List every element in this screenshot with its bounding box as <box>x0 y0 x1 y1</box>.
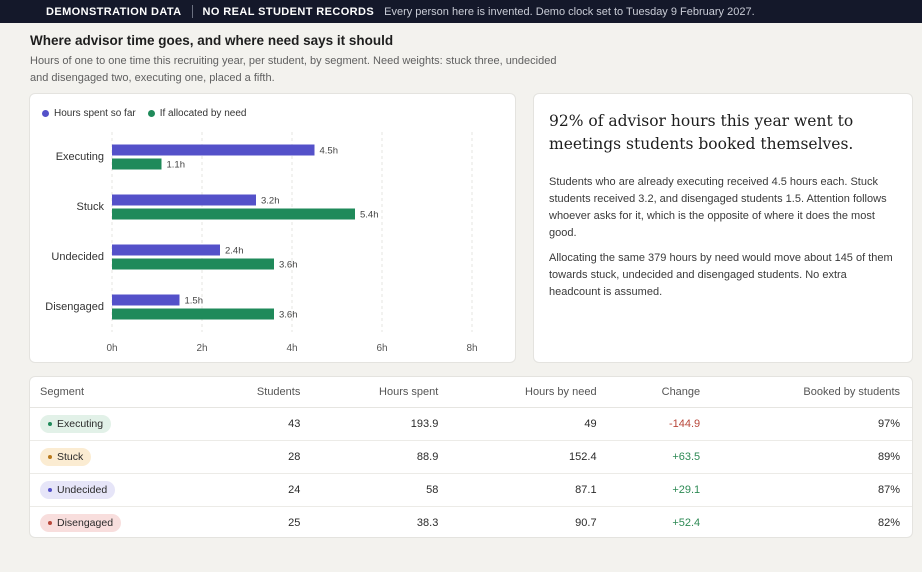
bar-need <box>112 258 274 270</box>
cell-hours-spent: 38.3 <box>416 516 439 529</box>
category-label: Executing <box>56 151 104 163</box>
insight-title: 92% of advisor hours this year went to m… <box>549 112 854 153</box>
banner-divider <box>191 5 193 18</box>
cell-segment: Disengaged <box>30 506 201 539</box>
cell-hours-by-need: 152.4 <box>450 440 609 474</box>
bar-spent <box>112 194 256 206</box>
category-label: Disengaged <box>45 301 104 313</box>
data-label: 3.6h <box>279 260 298 271</box>
data-label: 4.5h <box>320 146 339 157</box>
category-label: Stuck <box>76 201 104 213</box>
bar-spent <box>112 294 180 306</box>
cell-segment: Executing <box>30 407 201 441</box>
segment-pill: Stuck <box>40 447 92 466</box>
section-subtitle: Hours of one to one time this recruiting… <box>30 55 557 84</box>
x-tick-label: 2h <box>196 343 207 354</box>
data-label: 2.4h <box>225 246 244 257</box>
insight-card: 92% of advisor hours this year went to m… <box>533 93 913 363</box>
cell-students: 24 <box>200 473 313 507</box>
col-header-hours-spent: Hours spent <box>312 377 451 408</box>
bar-need <box>112 158 162 170</box>
insight-paragraph-2: Allocating the same 379 hours by need wo… <box>549 252 893 298</box>
table-header-row: Segment Students Hours spent Hours by ne… <box>30 377 912 408</box>
x-tick-label: 6h <box>376 343 387 354</box>
segment-table-card: Segment Students Hours spent Hours by ne… <box>29 376 913 538</box>
table-row: Undecided 24 58 87.1 +29.1 87% <box>30 473 912 507</box>
cell-hours-spent: 193.9 <box>312 407 451 441</box>
demo-banner: DEMONSTRATION DATA NO REAL STUDENT RECOR… <box>0 0 922 23</box>
segment-table: Segment Students Hours spent Hours by ne… <box>30 377 912 539</box>
segment-dot-icon <box>48 454 52 459</box>
legend-dot-need <box>147 110 155 117</box>
segment-pill: Disengaged <box>40 513 122 532</box>
cell-booked: 82% <box>877 516 900 529</box>
bar-need <box>112 308 274 320</box>
cell-booked: 97% <box>712 407 912 441</box>
cell-students: 25 <box>288 516 301 529</box>
col-header-hours-by-need: Hours by need <box>450 377 609 408</box>
x-tick-label: 0h <box>106 343 117 354</box>
segment-dot-icon <box>48 520 52 525</box>
cell-students: 43 <box>200 407 313 441</box>
data-label: 5.4h <box>360 210 379 221</box>
insight-paragraph-1: Students who are already executing recei… <box>549 176 887 239</box>
legend-label-spent: Hours spent so far <box>54 108 136 119</box>
col-header-booked: Booked by students <box>712 377 912 408</box>
cell-segment: Undecided <box>30 473 201 507</box>
data-label: 3.6h <box>279 310 298 321</box>
cell-change: -144.9 <box>608 407 713 441</box>
cell-hours-spent: 58 <box>312 473 451 507</box>
table-row: Executing 43 193.9 49 -144.9 97% <box>30 407 912 441</box>
segment-pill: Executing <box>40 414 112 433</box>
segment-label: Stuck <box>57 450 84 463</box>
bar-need <box>112 208 355 220</box>
cell-change: +29.1 <box>608 473 713 507</box>
cell-segment: Stuck <box>30 440 201 474</box>
section-title: Where advisor time goes, and where need … <box>30 33 394 48</box>
segment-label: Undecided <box>57 483 108 496</box>
cell-booked: 89% <box>712 440 912 474</box>
col-header-segment: Segment <box>30 377 201 408</box>
segment-pill: Undecided <box>40 480 116 499</box>
cell-booked: 87% <box>712 473 912 507</box>
legend-dot-spent <box>42 110 49 117</box>
data-label: 1.1h <box>167 160 186 171</box>
legend-item-need: If allocated by need <box>147 108 247 119</box>
table-row: Disengaged 25 38.3 90.7 +52.4 82% <box>30 506 912 539</box>
cell-change: +63.5 <box>608 440 713 474</box>
cell-change: +52.4 <box>672 516 701 529</box>
cell-hours-by-need: 87.1 <box>450 473 609 507</box>
data-label: 3.2h <box>261 196 280 207</box>
segment-dot-icon <box>48 421 52 426</box>
col-header-students: Students <box>200 377 313 408</box>
legend-item-spent: Hours spent so far <box>42 108 136 119</box>
banner-label-demo: DEMONSTRATION DATA <box>46 5 182 18</box>
banner-label-no-records: NO REAL STUDENT RECORDS <box>202 5 375 18</box>
cell-hours-spent: 88.9 <box>312 440 451 474</box>
bar-spent <box>112 244 220 256</box>
bar-spent <box>112 144 315 156</box>
segment-dot-icon <box>48 487 52 492</box>
col-header-change: Change <box>608 377 713 408</box>
segment-label: Disengaged <box>57 516 114 529</box>
segment-label: Executing <box>57 417 104 430</box>
chart-card: Hours spent so far If allocated by need … <box>29 93 516 363</box>
table-row: Stuck 28 88.9 152.4 +63.5 89% <box>30 440 912 474</box>
cell-hours-by-need: 90.7 <box>575 516 597 529</box>
x-tick-label: 8h <box>466 343 477 354</box>
x-tick-label: 4h <box>286 343 297 354</box>
category-label: Undecided <box>51 251 104 263</box>
bar-chart: 0h 2h 4h 6h 8h Executing 4.5h 1.1h Stuck 3.2h 5.4h… <box>45 132 478 354</box>
legend-label-need: If allocated by need <box>159 108 247 119</box>
banner-note: Every person here is invented. Demo cloc… <box>384 5 755 18</box>
cell-students: 28 <box>200 440 313 474</box>
table-body: Executing 43 193.9 49 -144.9 97% Stuck 28 88.9 15… <box>30 407 912 539</box>
chart-legend: Hours spent so far If allocated by need <box>42 108 246 119</box>
data-label: 1.5h <box>185 296 204 307</box>
cell-hours-by-need: 49 <box>450 407 609 441</box>
